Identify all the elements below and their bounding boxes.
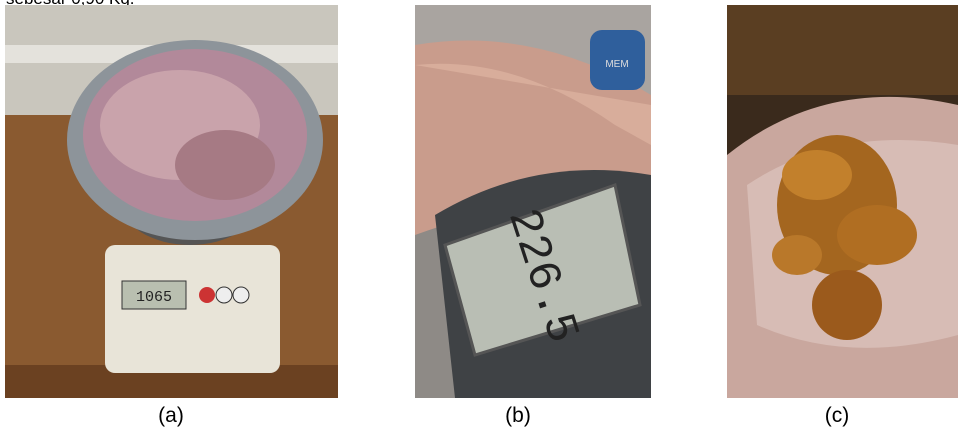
caption: (a) xyxy=(158,404,184,428)
photo-a-image: 1065 xyxy=(5,5,338,398)
scale-display: 1065 xyxy=(136,289,172,306)
mem-button: MEM xyxy=(605,59,628,70)
photo-b-image: MEM 226.5 xyxy=(415,5,651,398)
photo-c xyxy=(727,5,958,398)
page: {"header": {"text": "sebesar 0,90 Kg."},… xyxy=(0,0,962,434)
photo-c-image xyxy=(727,5,958,398)
photo-b: MEM 226.5 xyxy=(415,5,651,398)
caption: (c) xyxy=(825,404,850,428)
photo-a: 1065 xyxy=(5,5,338,398)
caption: (b) xyxy=(505,404,531,428)
